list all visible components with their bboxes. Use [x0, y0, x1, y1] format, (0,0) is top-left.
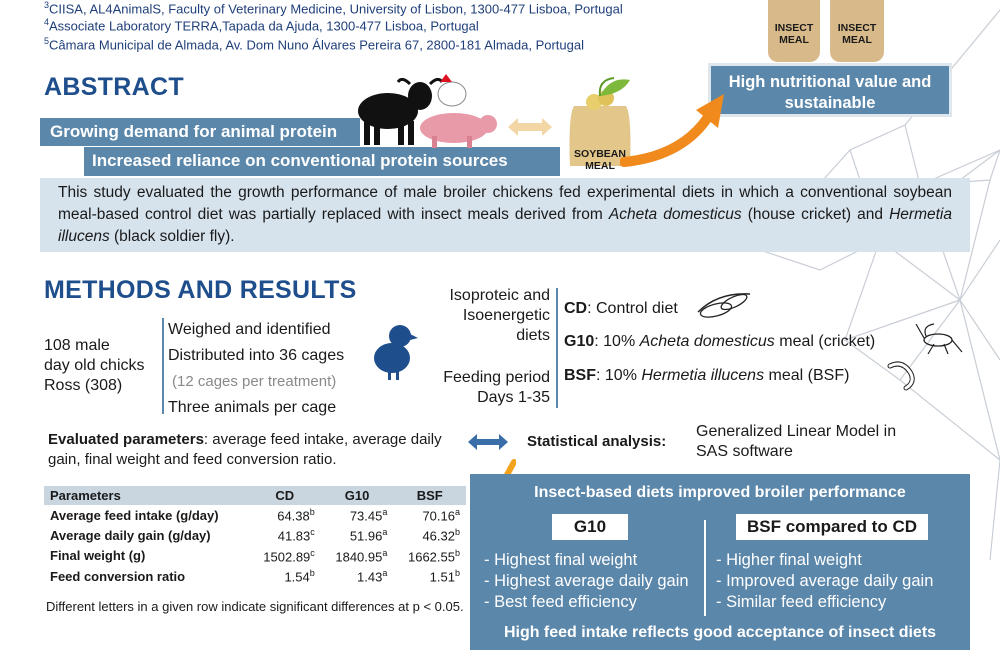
- double-arrow-icon: [508, 118, 552, 136]
- double-arrow-blue-icon: [468, 434, 508, 450]
- parameter-name: Final weight (g): [50, 548, 146, 564]
- animals-description: 108 male day old chicks Ross (308): [44, 337, 145, 394]
- soybean-meal-icon: [569, 77, 631, 166]
- bsf-pill: BSF compared to CD: [736, 514, 928, 540]
- table-row: Final weight (g) 1502.89c 1840.95a 1662.55b: [44, 546, 466, 566]
- g10-pill: G10: [552, 514, 628, 540]
- livestock-icon: [358, 74, 497, 148]
- table-cell: 73.45a: [349, 507, 388, 524]
- abstract-summary: This study evaluated the growth performa…: [40, 178, 970, 252]
- results-divider: [704, 520, 706, 616]
- abstract-heading: ABSTRACT: [44, 73, 184, 101]
- table-cell: 41.83c: [277, 527, 315, 544]
- g10-results: - Highest final weight - Highest average…: [484, 551, 689, 611]
- table-cell: 1840.95a: [335, 547, 388, 564]
- table-cell: 1662.55b: [407, 547, 460, 564]
- demand-bar: Growing demand for animal protein: [40, 118, 360, 146]
- parameter-name: Feed conversion ratio: [50, 568, 186, 584]
- procedure-steps: Weighed and identified Distributed into …: [168, 321, 345, 416]
- stats-label: Statistical analysis:: [527, 433, 667, 450]
- chick-icon: [374, 325, 418, 380]
- table-cell: 70.16a: [422, 507, 460, 524]
- stats-text: Generalized Linear Model in SAS software: [696, 423, 897, 460]
- evaluated-parameters: Evaluated parameters: average feed intak…: [48, 431, 442, 468]
- divider: [162, 318, 164, 414]
- soybean-icon: [697, 293, 751, 318]
- methods-heading: METHODS AND RESULTS: [44, 276, 357, 304]
- table-cell: 1.51b: [429, 567, 460, 585]
- header-bsf: BSF: [393, 486, 466, 505]
- table-header-row: Parameters CD G10 BSF: [44, 486, 466, 505]
- feeding-period: Feeding period Days 1-35: [443, 369, 550, 406]
- diet-description: Isoproteic and Isoenergetic diets: [449, 287, 550, 344]
- table-row: Average daily gain (g/day) 41.83c 51.96a 46…: [44, 525, 466, 545]
- reliance-bar: Increased reliance on conventional prote…: [84, 147, 560, 176]
- cricket-icon: [915, 323, 963, 355]
- parameter-name: Average daily gain (g/day): [50, 527, 211, 543]
- larvae-icon: [887, 361, 915, 391]
- table-row: Feed conversion ratio 1.54b 1.43a 1.51b: [44, 566, 466, 586]
- affiliation-3: 3CIISA, AL4AnimalS, Faculty of Veterinar…: [44, 0, 623, 17]
- insect-meal-bag-2: INSECT MEAL: [830, 0, 884, 62]
- table-footnote: Different letters in a given row indicat…: [46, 599, 464, 614]
- insect-meal-bag-1: INSECT MEAL: [768, 0, 820, 62]
- diet-g10: G10: 10% Acheta domesticus meal (cricket…: [564, 333, 876, 350]
- table-cell: 1502.89c: [263, 547, 315, 564]
- diet-cd: CD: Control diet: [564, 300, 678, 317]
- table-cell: 1.54b: [284, 567, 315, 585]
- affiliation-4: 4Associate Laboratory TERRA,Tapada da Aj…: [44, 17, 479, 34]
- results-footer: High feed intake reflects good acceptanc…: [503, 624, 937, 641]
- diet-divider: [556, 288, 558, 408]
- table-row: Average feed intake (g/day) 64.38b 73.45a 7…: [44, 505, 466, 525]
- header-cd: CD: [248, 486, 321, 505]
- header-g10: G10: [320, 486, 394, 505]
- table-cell: 51.96a: [349, 527, 388, 544]
- orange-arrow-icon: [620, 94, 724, 167]
- results-table: Parameters CD G10 BSF Average feed intak…: [44, 486, 466, 586]
- parameter-name: Average feed intake (g/day): [50, 507, 219, 523]
- table-cell: 64.38b: [277, 507, 315, 524]
- affiliation-5: 5Câmara Municipal de Almada, Av. Dom Nun…: [44, 36, 584, 53]
- soybean-meal-label: SOYBEAN MEAL: [574, 148, 626, 172]
- results-panel: Insect-based diets improved broiler perf…: [470, 474, 970, 650]
- diet-bsf: BSF: 10% Hermetia illucens meal (BSF): [564, 367, 850, 384]
- table-cell: 1.43a: [357, 567, 388, 585]
- bsf-results: - Higher final weight - Improved average…: [716, 551, 934, 611]
- table-cell: 46.32b: [422, 527, 460, 544]
- header-parameters: Parameters: [44, 486, 249, 505]
- results-title: Insect-based diets improved broiler perf…: [534, 484, 906, 501]
- insect-value-box: High nutritional value and sustainable: [708, 63, 952, 117]
